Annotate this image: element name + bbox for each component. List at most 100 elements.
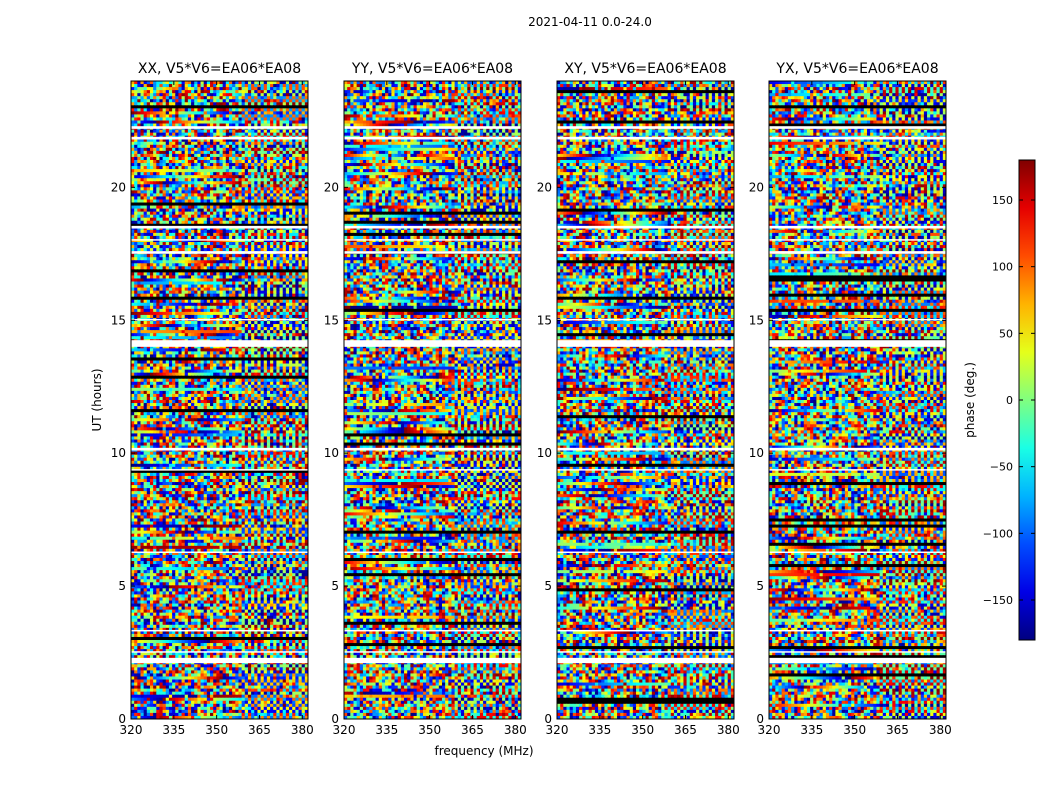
data-gap: [131, 651, 308, 653]
data-gap: [131, 469, 308, 471]
y-tick-label: 0: [331, 712, 339, 726]
data-gap: [131, 448, 308, 451]
x-tick-label: 380: [717, 723, 740, 737]
data-gap: [131, 251, 308, 254]
phase-heatmap: [131, 81, 309, 720]
y-tick-label: 15: [324, 313, 339, 327]
x-tick-label: 380: [929, 723, 952, 737]
x-tick-label: 365: [886, 723, 909, 737]
y-tick-label: 0: [756, 712, 764, 726]
x-axis-label: frequency (MHz): [434, 744, 533, 758]
y-tick-label: 10: [111, 446, 126, 460]
y-tick-label: 5: [331, 579, 339, 593]
data-gap: [131, 340, 308, 347]
data-gap: [769, 448, 946, 451]
data-gap: [557, 239, 734, 241]
x-tick-label: 335: [162, 723, 185, 737]
y-axis-label: UT (hours): [90, 368, 104, 431]
data-gap: [557, 658, 734, 663]
data-gap: [769, 340, 946, 347]
data-gap: [344, 226, 521, 229]
x-tick-label: 335: [375, 723, 398, 737]
data-gap: [344, 658, 521, 663]
panel-title: YX, V5*V6=EA06*EA08: [775, 61, 938, 77]
data-gap: [131, 226, 308, 229]
y-tick-label: 20: [537, 180, 552, 194]
x-tick-label: 365: [248, 723, 271, 737]
y-tick-label: 20: [324, 180, 339, 194]
data-gap: [557, 319, 734, 321]
data-gap: [344, 239, 521, 241]
data-gap: [131, 137, 308, 140]
data-gap: [344, 651, 521, 653]
panel-title: XX, V5*V6=EA06*EA08: [138, 61, 301, 77]
data-gap: [344, 448, 521, 451]
data-gap: [557, 552, 734, 554]
y-tick-label: 10: [537, 446, 552, 460]
data-gap: [769, 651, 946, 653]
x-tick-label: 365: [461, 723, 484, 737]
data-gap: [557, 226, 734, 229]
colorbar-tick-label: −150: [983, 594, 1013, 607]
data-gap: [769, 137, 946, 140]
x-tick-label: 335: [800, 723, 823, 737]
data-gap: [344, 251, 521, 254]
y-tick-label: 20: [749, 180, 764, 194]
data-gap: [344, 469, 521, 471]
panel-title: YY, V5*V6=EA06*EA08: [351, 61, 513, 77]
y-tick-label: 5: [118, 579, 126, 593]
y-tick-label: 20: [111, 180, 126, 194]
colorbar-tick-label: −50: [990, 461, 1013, 474]
x-tick-label: 380: [504, 723, 527, 737]
data-gap: [769, 630, 946, 632]
y-tick-label: 15: [111, 313, 126, 327]
y-tick-label: 5: [544, 579, 552, 593]
data-gap: [131, 658, 308, 663]
data-gap: [131, 126, 308, 129]
colorbar-tick-label: −100: [983, 527, 1013, 540]
y-tick-label: 5: [756, 579, 764, 593]
x-tick-label: 350: [418, 723, 441, 737]
data-gap: [344, 552, 521, 554]
panel-title: XY, V5*V6=EA06*EA08: [564, 61, 726, 77]
colorbar-tick-label: 0: [1006, 394, 1013, 407]
data-gap: [344, 137, 521, 140]
data-gap: [769, 319, 946, 321]
x-tick-label: 350: [843, 723, 866, 737]
x-tick-label: 350: [205, 723, 228, 737]
data-gap: [557, 126, 734, 129]
data-gap: [557, 137, 734, 140]
phase-heatmap: [344, 81, 522, 720]
data-gap: [131, 239, 308, 241]
phase-heatmap: [769, 81, 947, 720]
data-gap: [557, 651, 734, 653]
data-gap: [769, 469, 946, 471]
data-gap: [131, 552, 308, 554]
data-gap: [557, 448, 734, 451]
data-gap: [769, 251, 946, 254]
colorbar-tick-label: 100: [992, 261, 1013, 274]
data-gap: [769, 552, 946, 554]
data-gap: [769, 226, 946, 229]
data-gap: [344, 126, 521, 129]
data-gap: [557, 469, 734, 471]
y-tick-label: 0: [544, 712, 552, 726]
y-tick-label: 15: [749, 313, 764, 327]
data-gap: [769, 126, 946, 129]
x-tick-label: 380: [291, 723, 314, 737]
y-tick-label: 10: [749, 446, 764, 460]
x-tick-label: 350: [631, 723, 654, 737]
data-gap: [344, 340, 521, 347]
x-tick-label: 365: [674, 723, 697, 737]
x-tick-label: 335: [588, 723, 611, 737]
data-gap: [344, 319, 521, 321]
data-gap: [769, 658, 946, 663]
data-gap: [557, 251, 734, 254]
colorbar-label: phase (deg.): [963, 362, 977, 438]
